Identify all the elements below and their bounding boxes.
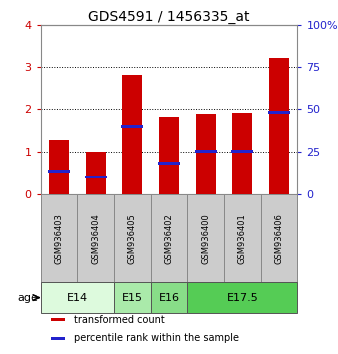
Bar [159, 117, 179, 194]
Text: GSM936401: GSM936401 [238, 213, 247, 264]
Text: GSM936406: GSM936406 [274, 213, 284, 264]
Bar [51, 318, 65, 321]
Bar [187, 194, 224, 282]
Text: GSM936402: GSM936402 [165, 213, 173, 264]
Bar [231, 150, 254, 153]
Bar [49, 140, 69, 194]
Bar [41, 282, 114, 313]
Text: E15: E15 [122, 293, 143, 303]
Bar [158, 162, 180, 165]
Bar [195, 150, 217, 153]
Text: age: age [18, 293, 39, 303]
Bar [268, 111, 290, 114]
Bar [232, 113, 252, 194]
Bar [121, 125, 143, 128]
Bar [151, 194, 187, 282]
Bar [77, 194, 114, 282]
Bar [122, 75, 142, 194]
Bar [269, 58, 289, 194]
Bar [187, 282, 297, 313]
Bar [151, 282, 187, 313]
Text: E17.5: E17.5 [226, 293, 258, 303]
Bar [114, 282, 151, 313]
Text: transformed count: transformed count [74, 315, 165, 325]
Bar [224, 194, 261, 282]
Text: E14: E14 [67, 293, 88, 303]
Text: GSM936400: GSM936400 [201, 213, 210, 264]
Text: percentile rank within the sample: percentile rank within the sample [74, 333, 239, 343]
Bar [41, 194, 77, 282]
Bar [48, 170, 70, 173]
Text: GSM936405: GSM936405 [128, 213, 137, 264]
Text: GSM936404: GSM936404 [91, 213, 100, 264]
Bar [84, 176, 107, 178]
Text: GSM936403: GSM936403 [54, 213, 64, 264]
Bar [51, 337, 65, 340]
Bar [114, 194, 151, 282]
Bar [86, 152, 106, 194]
Bar [196, 114, 216, 194]
Bar [261, 194, 297, 282]
Text: E16: E16 [159, 293, 179, 303]
Title: GDS4591 / 1456335_at: GDS4591 / 1456335_at [88, 10, 250, 24]
